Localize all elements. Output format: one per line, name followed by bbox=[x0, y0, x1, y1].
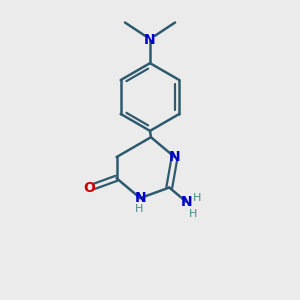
Text: H: H bbox=[193, 193, 202, 203]
Text: N: N bbox=[180, 195, 192, 209]
Text: N: N bbox=[144, 33, 156, 46]
Text: O: O bbox=[83, 181, 95, 195]
Text: N: N bbox=[134, 191, 146, 205]
Text: N: N bbox=[169, 150, 180, 164]
Text: H: H bbox=[135, 204, 143, 214]
Text: H: H bbox=[189, 209, 198, 219]
